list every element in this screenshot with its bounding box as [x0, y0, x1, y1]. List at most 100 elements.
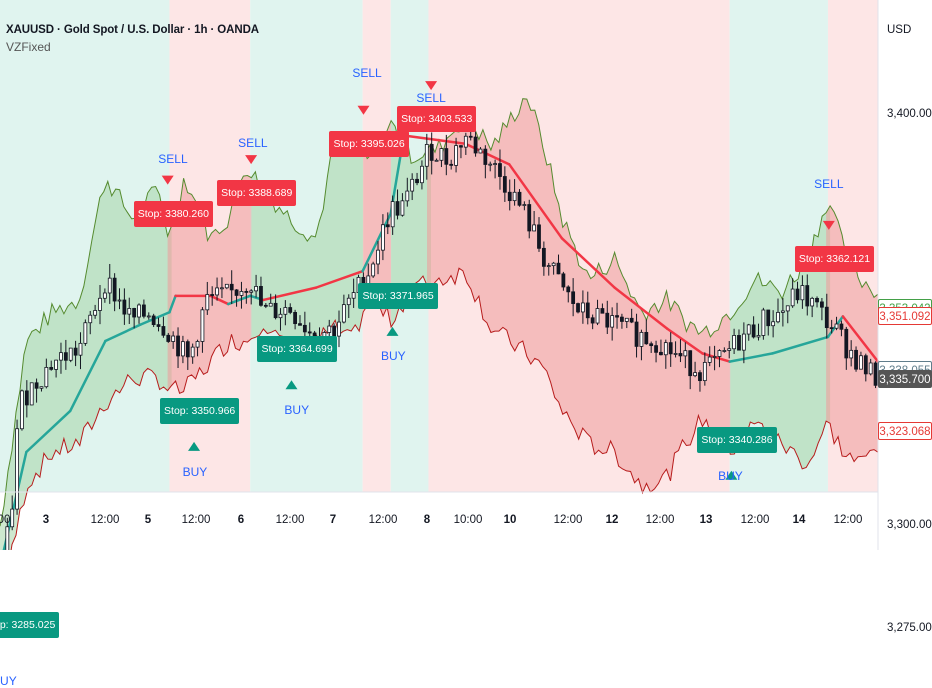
trend-segment: [314, 269, 364, 289]
candle-body: [166, 334, 171, 342]
candle-body: [498, 163, 502, 177]
price-tick: 3,275.000: [887, 621, 932, 634]
trend-segment: [464, 142, 511, 166]
stop-label-sell[interactable]: Stop: 3403.533: [397, 106, 477, 133]
candle-body: [493, 163, 497, 165]
stop-label-sell[interactable]: Stop: 3362.121: [794, 245, 875, 272]
signal-sell: SELL: [416, 90, 446, 105]
candle-body: [332, 325, 337, 337]
indicator-name[interactable]: VZFixed: [6, 40, 51, 54]
stop-label-sell[interactable]: Stop: 3395.026: [329, 130, 409, 157]
signal-buy: BUY: [381, 349, 406, 364]
stop-label-sell[interactable]: Stop: 3388.689: [217, 180, 297, 207]
candle-body: [298, 323, 302, 326]
signal-buy: BUY: [0, 674, 17, 688]
candle-body: [868, 362, 873, 375]
candle-body: [371, 263, 376, 277]
candle-body: [185, 341, 190, 358]
candle-body: [668, 342, 673, 355]
candle-body: [717, 350, 722, 357]
candle-body: [849, 349, 854, 359]
candle-body: [605, 312, 610, 328]
candle-body: [293, 311, 298, 325]
candle-body: [502, 176, 507, 193]
candle-body: [93, 310, 98, 316]
candle-body: [673, 353, 678, 355]
time-tick: 00: [0, 514, 11, 526]
candle-body: [376, 249, 380, 265]
stop-label-buy[interactable]: Stop: 3364.699: [257, 336, 337, 363]
time-tick: 12:00: [275, 514, 305, 526]
trend-segment: [560, 237, 616, 289]
candle-body: [444, 148, 449, 165]
trend-segment: [613, 286, 669, 330]
candle-body: [176, 335, 180, 357]
candle-body: [254, 286, 258, 292]
candle-body: [873, 362, 878, 386]
candle-body: [707, 356, 712, 363]
time-tick: 5: [144, 514, 152, 526]
candle-body: [210, 294, 215, 296]
trend-segment: [68, 339, 107, 413]
stop-label-buy[interactable]: Stop: 3371.965: [358, 282, 438, 309]
candle-body: [693, 372, 697, 377]
candle-body: [346, 297, 351, 306]
candle-body: [780, 310, 785, 313]
price-badge: 3,335.700: [878, 370, 932, 389]
trend-segment: [507, 163, 564, 240]
candle-body: [181, 341, 185, 357]
candle-body: [800, 285, 805, 301]
candle-body: [78, 342, 83, 356]
candle-body: [844, 328, 849, 359]
signal-markers: [161, 81, 835, 480]
candle-body: [302, 324, 307, 333]
time-tick: 10:00: [453, 514, 483, 526]
candle-body: [776, 311, 780, 323]
sell-arrow-icon: [161, 175, 174, 185]
candle-body: [483, 148, 488, 165]
candles: [5, 128, 878, 550]
buy-arrow-icon: [285, 380, 298, 390]
price-tick: 3,400.000: [887, 108, 932, 120]
candle-body: [644, 331, 649, 345]
candle-body: [341, 304, 346, 323]
candle-body: [639, 331, 644, 347]
candle-body: [405, 190, 410, 202]
buy-arrow-icon: [725, 470, 738, 480]
candle-body: [688, 350, 693, 377]
time-tick: 12:00: [833, 514, 863, 526]
candle-body: [268, 302, 273, 307]
price-badge: 3,351.092: [878, 307, 932, 325]
candle-body: [566, 286, 571, 293]
chart-canvas[interactable]: [0, 0, 932, 550]
time-tick: 10: [503, 514, 517, 526]
time-tick: 14: [792, 514, 806, 526]
time-tick: 3: [42, 514, 50, 526]
candle-body: [659, 351, 663, 356]
candle-body: [561, 273, 566, 288]
stop-label-buy[interactable]: Stop: 3340.286: [697, 426, 777, 453]
candle-body: [132, 308, 137, 318]
candle-body: [727, 348, 732, 351]
candle-body: [39, 386, 44, 389]
candle-body: [732, 335, 737, 350]
candle-body: [44, 367, 49, 388]
stop-label-sell[interactable]: Stop: 3380.260: [133, 200, 213, 227]
candle-body: [288, 307, 293, 313]
time-tick: 12: [605, 514, 619, 526]
candle-body: [395, 201, 400, 216]
symbol-title[interactable]: XAUUSD · Gold Spot / U.S. Dollar · 1h · …: [6, 24, 259, 36]
candle-body: [200, 309, 205, 342]
stop-label-buy[interactable]: Stop: 3350.966: [160, 397, 240, 424]
candle-body: [663, 342, 668, 356]
candle-body: [624, 317, 629, 322]
candle-body: [5, 526, 10, 550]
candle-body: [68, 347, 73, 361]
candle-body: [146, 315, 151, 318]
time-tick: 7: [329, 514, 337, 526]
candle-body: [229, 283, 234, 291]
currency-label[interactable]: USD: [887, 24, 912, 36]
stop-label-buy[interactable]: Stop: 3285.025: [0, 611, 60, 638]
candle-body: [24, 390, 29, 406]
signal-buy: BUY: [182, 464, 208, 479]
